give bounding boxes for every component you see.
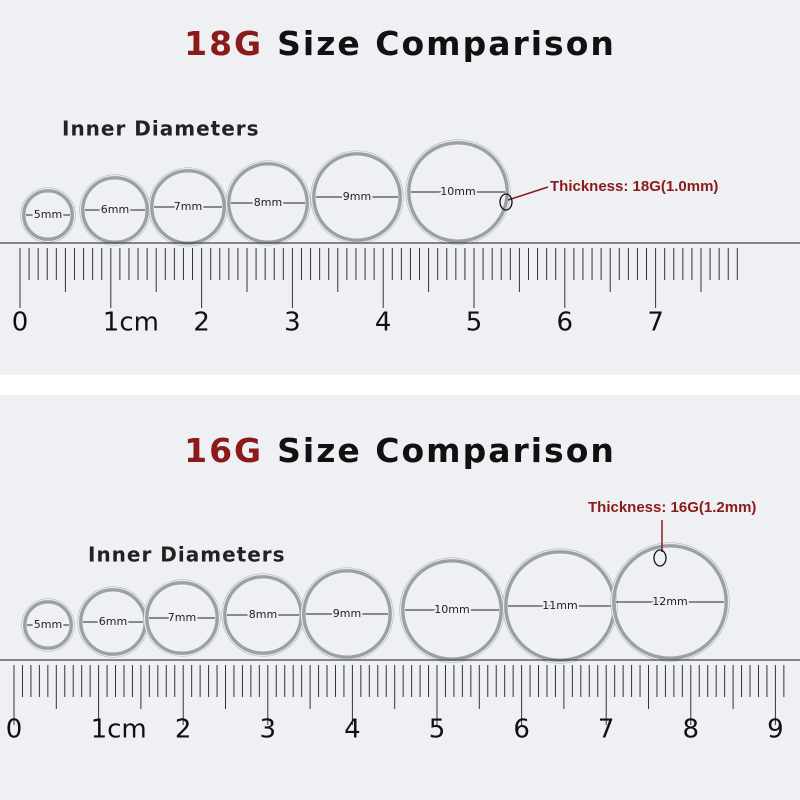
ring-label: 8mm [254,196,282,209]
ruler-label: 4 [344,715,361,745]
ring-label: 8mm [249,608,277,621]
ring [21,598,75,652]
ring-label: 10mm [440,185,475,198]
subtitle: Inner Diameters [88,543,286,567]
thickness-marker [653,549,667,567]
ring-shine [143,579,221,657]
ruler-label: 6 [513,715,530,745]
ring-label: 12mm [652,595,687,608]
ring [300,567,394,661]
arrow [507,186,549,201]
ring [405,139,511,245]
thickness-marker [499,193,513,211]
subtitle: Inner Diameters [62,117,260,141]
ring [20,187,76,243]
ring-label: 7mm [174,200,202,213]
thickness-label: Thickness: 18G(1.0mm) [550,178,718,195]
gauge: 16G [184,431,263,470]
ring-shine [20,187,76,243]
gauge: 18G [184,24,263,63]
ring-shine [225,160,311,246]
ring-label: 11mm [542,599,577,612]
ruler-label: 5 [429,715,446,745]
ruler-label: 7 [647,308,664,338]
ruler-label: 2 [193,308,210,338]
ring-label: 9mm [333,607,361,620]
ring-label: 7mm [168,611,196,624]
ruler-label: 2 [175,715,192,745]
panel-title: 18G Size Comparison [184,24,616,63]
ruler-label: 8 [683,715,700,745]
ruler-label: 1cm [103,308,159,338]
ruler-label: 3 [284,308,301,338]
ruler-label: 1cm [91,715,147,745]
ruler-label: 9 [767,715,784,745]
ruler-label: 5 [466,308,483,338]
ring-label: 6mm [101,203,129,216]
ring-label: 9mm [343,190,371,203]
ring [143,579,221,657]
ring-shine [21,598,75,652]
ruler-label: 6 [557,308,574,338]
title-text: Size Comparison [277,24,616,63]
panel-title: 16G Size Comparison [184,431,616,470]
ring-label: 10mm [434,603,469,616]
ruler-label: 0 [12,308,29,338]
ruler-label: 7 [598,715,615,745]
title-text: Size Comparison [277,431,616,470]
ruler-label: 0 [6,715,23,745]
ring-label: 5mm [34,618,62,631]
thickness-label: Thickness: 16G(1.2mm) [588,499,756,516]
ruler-label: 3 [260,715,277,745]
ring-label: 5mm [34,208,62,221]
ring [148,167,228,247]
ring-label: 6mm [99,615,127,628]
ruler-label: 4 [375,308,392,338]
ring [310,150,404,244]
ring [610,542,730,662]
ring-shine [502,548,618,664]
